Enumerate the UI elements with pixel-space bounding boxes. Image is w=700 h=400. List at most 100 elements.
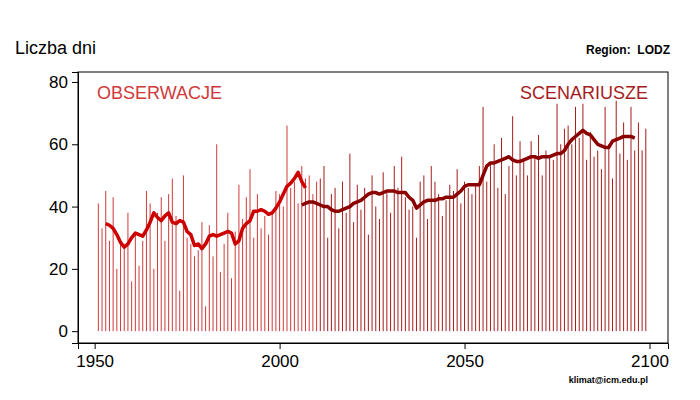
bar [460,203,461,331]
bar [327,238,328,331]
legend-label: SCENARIUSZE [520,83,648,103]
bar [264,216,265,331]
y-label: Liczba dni [15,38,96,58]
bar [353,222,354,331]
bar [250,169,251,331]
bar [349,154,350,332]
bar [434,182,435,332]
tick-label: 2050 [446,352,484,371]
bar [113,197,114,331]
bar [139,266,140,331]
bar [364,188,365,331]
bar [253,238,254,331]
bar [153,269,154,331]
bar [246,197,247,331]
tick-label: 2100 [631,352,669,371]
bar [631,107,632,331]
tick-label: 2000 [261,352,299,371]
legend-label: OBSERWACJE [97,83,222,103]
bar [627,160,628,331]
bar [409,210,410,331]
bar [346,213,347,331]
x-axis: 1950 2000 2050 2100 [76,343,669,371]
bar [642,150,643,331]
tick-mark [95,343,96,349]
title: Region: LODZ [586,43,670,57]
bar [590,132,591,331]
bar [494,144,495,331]
tick: 2000 [261,343,299,371]
bar [183,175,184,331]
bar [401,157,402,331]
plot-area [98,101,645,332]
bar [520,141,521,331]
bar [579,138,580,331]
bar [309,175,310,331]
bar-series [320,101,646,332]
bar [523,160,524,331]
bar [157,213,158,331]
tick: 1950 [76,343,114,371]
bar [220,272,221,331]
bar [172,179,173,332]
tick-label: 80 [49,73,68,92]
bar [638,122,639,331]
bar [468,188,469,331]
bar [98,203,99,331]
bar [582,104,583,331]
bar [575,107,576,331]
bar [616,101,617,332]
bar [109,241,110,331]
bar [564,129,565,331]
bar [464,182,465,332]
bar [453,191,454,331]
bar [312,194,313,331]
bar [571,144,572,331]
bar [497,188,498,331]
bar [612,179,613,332]
bar [105,191,106,331]
bar [634,150,635,331]
bar [283,207,284,332]
bar [619,154,620,332]
plot-frame [78,72,668,343]
tick-mark [72,144,78,145]
bar [471,194,472,331]
annotation: klimat@icm.edu.pl [569,375,648,385]
bar [449,185,450,331]
bar [508,166,509,331]
tick-label: 1950 [76,352,114,371]
bar [164,241,165,331]
tick: 60 [49,135,78,154]
bar-series [98,126,316,332]
tick-mark [72,82,78,83]
bar [594,157,595,331]
trend-line [106,172,306,248]
tick-mark [465,343,466,349]
axis-line [79,344,669,350]
bar [286,126,287,332]
bar [549,157,550,331]
tick: 20 [49,260,78,279]
tick-label: 60 [49,135,68,154]
bar [127,213,128,331]
bar [608,144,609,331]
bar [187,238,188,331]
bar [135,235,136,332]
bar [412,207,413,332]
bar [201,222,202,331]
bar [102,228,103,331]
bar [397,188,398,331]
tick-mark [72,331,78,332]
bar [146,191,147,331]
bar [645,129,646,331]
bar [427,219,428,331]
bar [131,281,132,331]
bar [405,197,406,331]
bar [623,122,624,331]
bar [553,160,554,331]
tick: 2100 [631,343,669,371]
bar [213,256,214,331]
bar [531,141,532,331]
bar [142,241,143,331]
